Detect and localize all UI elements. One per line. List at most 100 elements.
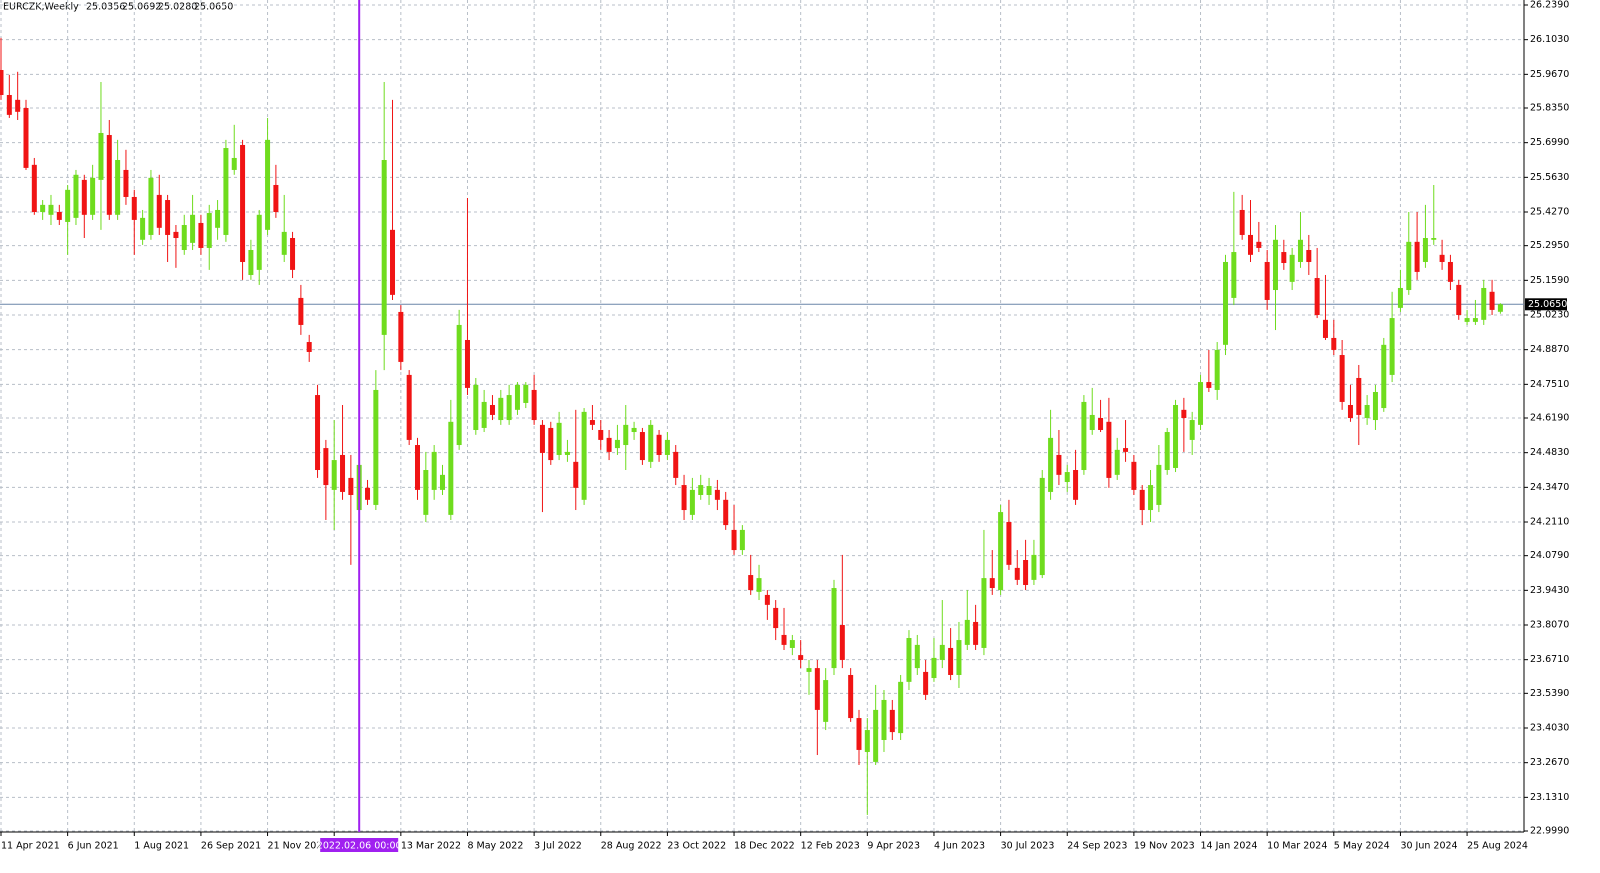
candle-body <box>406 374 412 440</box>
candle-body <box>1064 472 1070 482</box>
candle-body <box>1206 382 1212 388</box>
candle-body <box>456 324 462 446</box>
candle-body <box>1031 554 1037 580</box>
y-tick-label: 25.8350 <box>1530 102 1569 113</box>
candle-body <box>589 420 595 425</box>
candle-body <box>448 421 454 515</box>
candle-body <box>73 174 79 218</box>
candle-body <box>481 401 487 428</box>
candle-body <box>864 730 870 752</box>
candle-body <box>1006 522 1012 565</box>
candle-body <box>939 644 945 660</box>
candle-body <box>998 512 1004 591</box>
candle-body <box>856 718 862 750</box>
ohlc-label: 25.0692 <box>122 2 161 13</box>
y-tick-label: 25.1590 <box>1530 275 1569 286</box>
x-tick-label: 28 Aug 2022 <box>601 841 662 852</box>
x-tick-label: 6 Jun 2021 <box>68 841 119 852</box>
candle-body <box>1431 238 1437 240</box>
candle-body <box>40 204 46 213</box>
candle-body <box>1181 409 1187 418</box>
candle-body <box>981 578 987 648</box>
candle-body <box>1256 241 1262 248</box>
candle-body <box>1272 239 1278 291</box>
current-price-box <box>1525 298 1567 311</box>
y-tick-label: 24.3470 <box>1530 482 1569 493</box>
candle-body <box>773 607 779 629</box>
candle-body <box>1381 344 1387 409</box>
candle-body <box>1456 284 1462 316</box>
candle-body <box>689 489 695 515</box>
candle-body <box>1422 238 1428 262</box>
candle-body <box>1331 337 1337 350</box>
y-tick-label: 25.9670 <box>1530 69 1569 80</box>
y-tick-label: 23.6710 <box>1530 654 1569 665</box>
candle-body <box>1264 261 1270 300</box>
candle-body <box>265 139 271 230</box>
candle-body <box>1347 404 1353 418</box>
candle-body <box>1439 254 1445 262</box>
candle-body <box>1056 454 1062 475</box>
candle-body <box>531 389 537 421</box>
candle-body <box>1098 418 1104 430</box>
candle-body <box>806 668 812 672</box>
candle-body <box>1198 382 1204 425</box>
candle-body <box>65 189 71 222</box>
candle-body <box>215 209 221 228</box>
candle-body <box>539 424 545 453</box>
candle-body <box>956 640 962 675</box>
crosshair-label: 2022.02.06 00:00 <box>317 841 402 852</box>
y-tick-label: 23.9430 <box>1530 585 1569 596</box>
y-tick-label: 23.1310 <box>1530 792 1569 803</box>
x-tick-label: 9 Apr 2023 <box>867 841 920 852</box>
candle-body <box>240 144 246 262</box>
candle-body <box>731 529 737 551</box>
x-tick-label: 30 Jul 2023 <box>1001 841 1055 852</box>
candle-body <box>598 429 604 440</box>
x-tick-label: 10 Mar 2024 <box>1267 841 1327 852</box>
candle-body <box>848 674 854 719</box>
candle-body <box>1414 241 1420 272</box>
candle-body <box>1481 287 1487 320</box>
candle-body <box>906 638 912 682</box>
candle-body <box>889 709 895 733</box>
y-tick-label: 23.5390 <box>1530 688 1569 699</box>
candle-body <box>56 212 62 220</box>
candle-body <box>98 132 104 180</box>
candle-body <box>614 439 620 449</box>
candle-body <box>1073 470 1079 500</box>
candle-body <box>1048 437 1054 492</box>
y-tick-label: 23.2670 <box>1530 757 1569 768</box>
candle-body <box>1173 404 1179 468</box>
candle-body <box>764 594 770 605</box>
candle-body <box>1356 377 1362 415</box>
candle-body <box>814 668 820 710</box>
candle-body <box>1223 261 1229 345</box>
candle-body <box>90 177 96 215</box>
candle-body <box>439 474 445 490</box>
candle-body <box>1248 234 1253 255</box>
candle-body <box>464 339 470 388</box>
candle-body <box>1489 291 1495 310</box>
candle-body <box>348 477 354 495</box>
candle-body <box>15 99 21 112</box>
candle-body <box>1314 278 1320 316</box>
candle-body <box>698 485 704 495</box>
candle-body <box>281 231 287 255</box>
candle-body <box>1339 355 1345 402</box>
candle-body <box>1139 489 1145 511</box>
candle-body <box>473 384 479 430</box>
candle-body <box>798 655 804 660</box>
candle-body <box>0 70 4 95</box>
candle-body <box>556 422 562 455</box>
candle-body <box>898 681 904 734</box>
candle-body <box>514 384 520 410</box>
candle-body <box>331 460 337 490</box>
candle-body <box>881 699 887 740</box>
candle-body <box>1164 432 1170 471</box>
candle-body <box>914 644 920 669</box>
candle-body <box>1306 249 1312 262</box>
candle-body <box>1447 261 1453 282</box>
candle-body <box>948 647 954 675</box>
candle-body <box>23 107 29 168</box>
